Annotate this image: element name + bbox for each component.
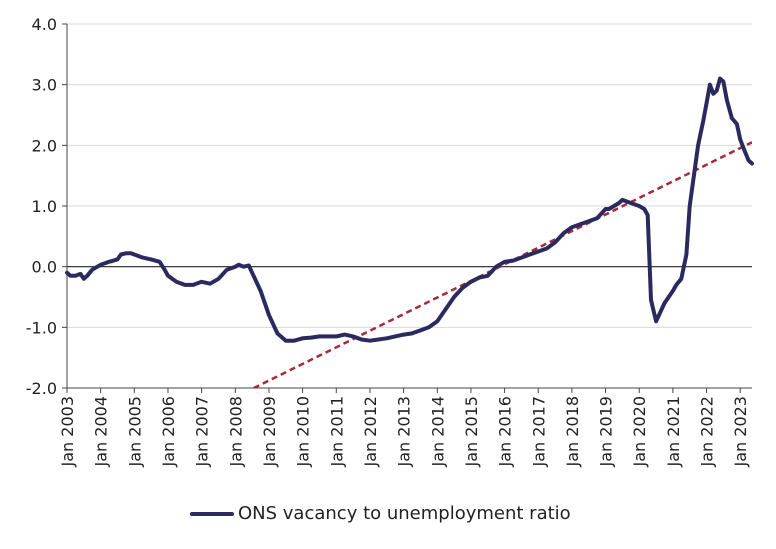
- x-tick-label: Jan 2009: [260, 396, 279, 467]
- x-tick-label: Jan 2010: [294, 396, 313, 467]
- x-tick-label: Jan 2020: [630, 396, 649, 467]
- y-tick-label: -1.0: [26, 318, 57, 337]
- x-tick-label: Jan 2006: [159, 396, 178, 467]
- trendline-dashed: [253, 141, 752, 388]
- x-tick-label: Jan 2012: [361, 396, 380, 467]
- x-tick-label: Jan 2017: [529, 396, 548, 467]
- x-tick-label: Jan 2011: [327, 396, 346, 467]
- legend-swatch-vacancy-ratio: [190, 511, 234, 516]
- legend-label-vacancy-ratio: ONS vacancy to unemployment ratio: [238, 503, 571, 524]
- axes: [62, 23, 752, 393]
- x-tick-label: Jan 2008: [226, 396, 245, 467]
- y-tick-label: 3.0: [32, 76, 57, 95]
- x-tick-label: Jan 2004: [92, 396, 111, 467]
- y-tick-label: 1.0: [32, 197, 57, 216]
- x-tick-label: Jan 2018: [563, 396, 582, 467]
- x-tick-label: Jan 2014: [428, 396, 447, 467]
- y-tick-labels: 4.0 3.0 2.0 1.0 0.0 -1.0 -2.0: [26, 15, 57, 398]
- legend: ONS vacancy to unemployment ratio: [190, 503, 571, 524]
- y-tick-label: 2.0: [32, 136, 57, 155]
- x-tick-label: Jan 2005: [125, 396, 144, 467]
- trendline-layer: [253, 141, 752, 388]
- x-tick-label: Jan 2007: [193, 396, 212, 467]
- x-tick-label: Jan 2016: [496, 396, 515, 467]
- x-tick-label: Jan 2003: [58, 396, 77, 467]
- y-tick-label: -2.0: [26, 379, 57, 398]
- x-tick-label: Jan 2022: [698, 396, 717, 467]
- x-tick-label: Jan 2013: [395, 396, 414, 467]
- y-tick-label: 0.0: [32, 258, 57, 277]
- x-tick-labels: Jan 2003 Jan 2004 Jan 2005 Jan 2006 Jan 2007…: [58, 396, 750, 467]
- series-line-vacancy-ratio: [65, 76, 754, 343]
- x-tick-label: Jan 2023: [731, 396, 750, 467]
- y-tick-label: 4.0: [32, 15, 57, 34]
- series-layer: [65, 76, 754, 343]
- x-tick-label: Jan 2021: [664, 396, 683, 467]
- x-tick-label: Jan 2015: [462, 396, 481, 467]
- x-tick-label: Jan 2019: [597, 396, 616, 467]
